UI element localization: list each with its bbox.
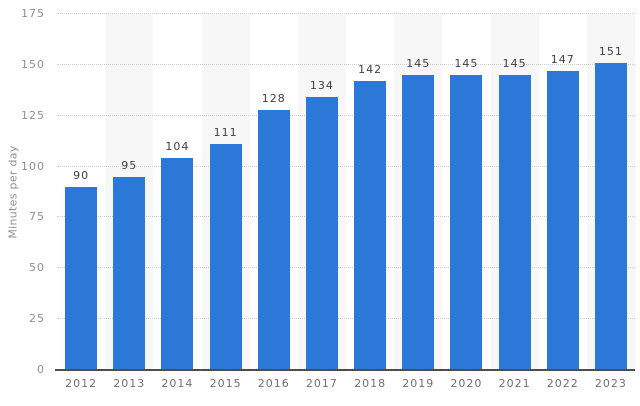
bar-2022 [546, 70, 579, 370]
y-tick-label: 150 [21, 57, 45, 71]
gridline [57, 63, 635, 65]
bar-value-label: 145 [454, 57, 479, 71]
y-tick-label: 25 [29, 312, 45, 326]
gridline [57, 13, 635, 14]
x-tick-label: 2015 [209, 377, 242, 390]
bar-2017 [305, 97, 338, 370]
bar-2014 [161, 158, 194, 370]
x-tick-label: 2018 [354, 377, 387, 390]
bar-2023 [594, 62, 627, 370]
y-tick-label: 100 [21, 159, 45, 173]
bar-value-label: 147 [550, 52, 575, 66]
x-tick-label: 2016 [257, 377, 290, 390]
gridline [57, 318, 635, 320]
gridline [57, 216, 635, 218]
gridline [57, 165, 635, 167]
x-tick-label: 2013 [113, 377, 146, 390]
bar-value-label: 104 [165, 140, 190, 154]
bar-value-label: 128 [261, 91, 286, 105]
bar-2021 [498, 75, 531, 370]
x-tick-label: 2021 [498, 377, 531, 390]
x-tick-label: 2012 [65, 377, 98, 390]
x-tick-label: 2017 [305, 377, 338, 390]
bar-value-label: 142 [358, 63, 383, 77]
x-tick-label: 2022 [546, 377, 579, 390]
bar-2013 [113, 176, 146, 370]
x-tick-label: 2014 [161, 377, 194, 390]
bar-value-label: 145 [502, 57, 527, 71]
y-tick-label: 50 [29, 261, 45, 275]
bar-2016 [257, 109, 290, 370]
x-tick-label: 2023 [594, 377, 627, 390]
bar-2018 [354, 81, 387, 370]
bar-value-label: 134 [309, 79, 334, 93]
bar-2019 [402, 75, 435, 370]
x-tick-label: 2019 [402, 377, 435, 390]
bar-value-label: 111 [213, 126, 238, 140]
bar-2012 [65, 186, 98, 370]
x-axis-line [55, 369, 635, 371]
bar-value-label: 90 [73, 168, 90, 182]
gridline [57, 267, 635, 269]
bar-value-label: 145 [406, 57, 431, 71]
bar-value-label: 95 [121, 158, 138, 172]
bar-2020 [450, 75, 483, 370]
y-tick-label: 125 [21, 108, 45, 122]
x-tick-label: 2020 [450, 377, 483, 390]
y-tick-label: 0 [37, 363, 45, 376]
gridline [57, 114, 635, 116]
y-tick-label: 175 [21, 7, 45, 20]
y-tick-label: 75 [29, 210, 45, 224]
bar-2015 [209, 144, 242, 370]
bar-value-label: 151 [598, 44, 623, 58]
